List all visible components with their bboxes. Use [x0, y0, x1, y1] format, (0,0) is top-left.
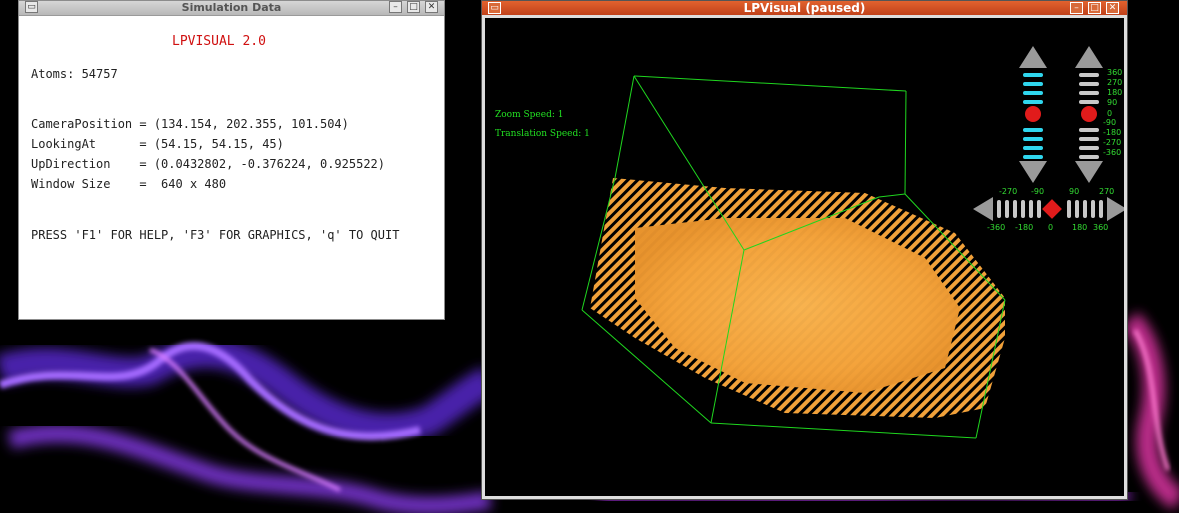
- lpvisual-window-title: LPVisual (paused): [743, 1, 866, 15]
- app-title: LPVISUAL 2.0: [172, 34, 266, 49]
- v-tick-label: -360: [1103, 148, 1122, 157]
- simulation-window-titlebar[interactable]: ▭ Simulation Data – □ ✕: [19, 1, 444, 16]
- lpvisual-window: ▭ LPVisual (paused) – □ ✕: [481, 0, 1128, 500]
- h-tick-label-top: -270: [999, 187, 1018, 196]
- bounding-box-front: [581, 75, 1006, 439]
- render-viewport[interactable]: Zoom Speed: 1 Translation Speed: 1 360 2…: [485, 18, 1124, 496]
- arrow-up-icon: [1075, 46, 1103, 68]
- lpvisual-window-titlebar[interactable]: ▭ LPVisual (paused) – □ ✕: [482, 1, 1127, 15]
- slider-knob-icon: [1025, 106, 1041, 122]
- v-tick-label: 0: [1107, 109, 1113, 118]
- zoom-speed: Zoom Speed: 1: [495, 110, 564, 120]
- h-tick-label-bottom: 360: [1093, 223, 1109, 232]
- h-tick-label-bottom: -180: [1015, 223, 1034, 232]
- window-size: Window Size = 640 x 480: [31, 177, 227, 191]
- v-tick-label: -270: [1103, 138, 1122, 147]
- window-menu-icon[interactable]: ▭: [25, 1, 38, 13]
- simulation-window-title: Simulation Data: [181, 1, 282, 14]
- translation-speed: Translation Speed: 1: [495, 129, 590, 139]
- h-tick-label-bottom: -360: [987, 223, 1006, 232]
- camera-position: CameraPosition = (134.154, 202.355, 101.…: [31, 117, 349, 131]
- v-tick-label: -90: [1103, 118, 1117, 127]
- v-tick-label: 180: [1107, 88, 1123, 97]
- up-direction: UpDirection = (0.0432802, -0.376224, 0.9…: [31, 157, 386, 171]
- arrow-down-icon: [1075, 161, 1103, 183]
- v-tick-label: -180: [1103, 128, 1122, 137]
- looking-at: LookingAt = (54.15, 54.15, 45): [31, 137, 284, 151]
- vertical-slider-cyan[interactable]: [1019, 46, 1047, 183]
- v-tick-label: 270: [1107, 78, 1123, 87]
- simulation-data-window: ▭ Simulation Data – □ ✕ LPVISUAL 2.0 Ato…: [18, 0, 445, 320]
- v-tick-label: 90: [1107, 98, 1118, 107]
- arrow-down-icon: [1019, 161, 1047, 183]
- slider-knob-icon: [1081, 106, 1097, 122]
- simulation-data-content: LPVISUAL 2.0 Atoms: 54757 CameraPosition…: [19, 15, 444, 319]
- maximize-icon[interactable]: □: [1088, 2, 1101, 14]
- window-menu-icon[interactable]: ▭: [488, 2, 501, 14]
- scene-canvas[interactable]: [485, 18, 1124, 496]
- h-tick-label-bottom: 180: [1072, 223, 1088, 232]
- bounding-box-back: [614, 75, 907, 195]
- atoms-count: Atoms: 54757: [31, 67, 118, 81]
- arrow-left-icon: [973, 197, 993, 221]
- particle-cloud: [590, 178, 1005, 418]
- close-icon[interactable]: ✕: [1106, 2, 1119, 14]
- v-tick-label: 360: [1107, 68, 1123, 77]
- minimize-icon[interactable]: –: [1070, 2, 1083, 14]
- arrow-right-icon: [1107, 197, 1124, 221]
- help-instructions: PRESS 'F1' FOR HELP, 'F3' FOR GRAPHICS, …: [31, 228, 400, 242]
- maximize-icon[interactable]: □: [407, 1, 420, 13]
- h-tick-label-top: 270: [1099, 187, 1115, 196]
- close-icon[interactable]: ✕: [425, 1, 438, 13]
- h-tick-label-top: 90: [1069, 187, 1080, 196]
- slider-knob-icon: [1042, 199, 1062, 219]
- h-tick-label-top: -90: [1031, 187, 1045, 196]
- vertical-slider-grey[interactable]: [1075, 46, 1103, 183]
- horizontal-slider[interactable]: [973, 197, 1124, 221]
- h-tick-label-bottom: 0: [1048, 223, 1054, 232]
- minimize-icon[interactable]: –: [389, 1, 402, 13]
- arrow-up-icon: [1019, 46, 1047, 68]
